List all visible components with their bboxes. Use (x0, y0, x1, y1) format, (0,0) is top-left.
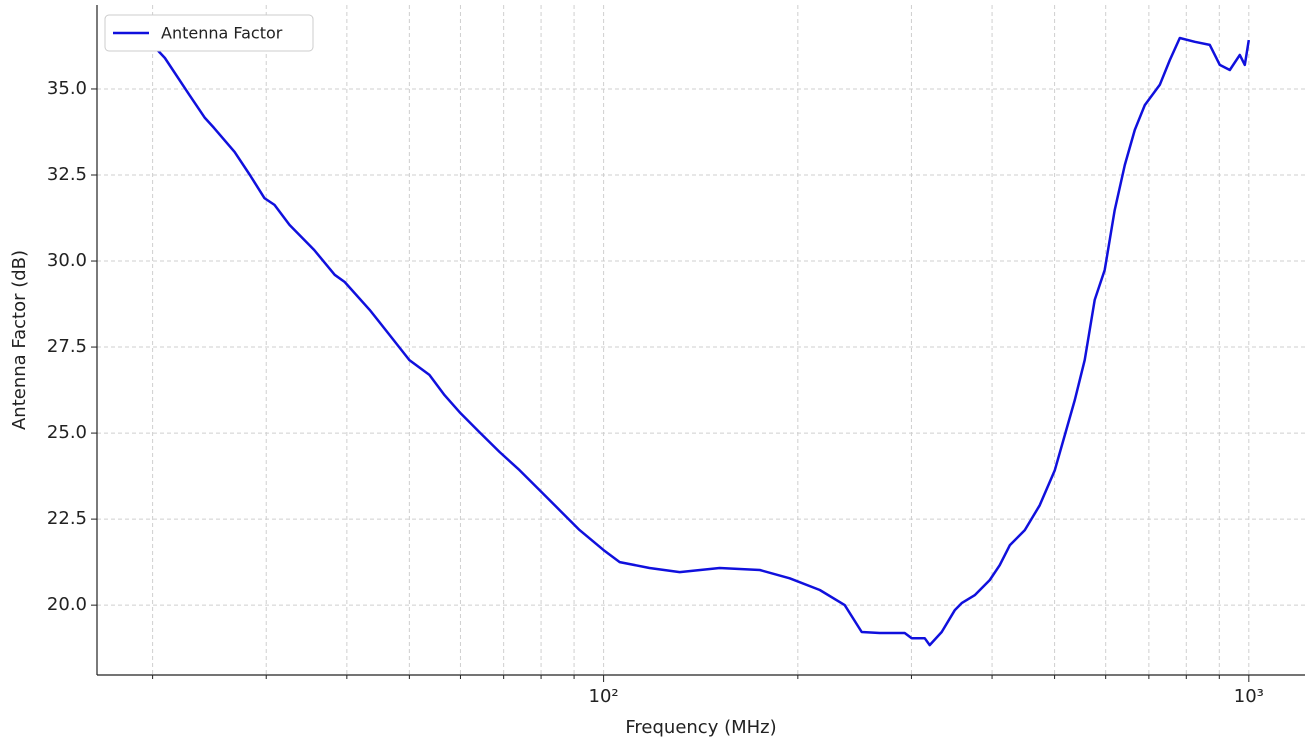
legend-box (104, 14, 314, 52)
y-axis-label: Antenna Factor (dB) (9, 250, 30, 430)
y-tick-label: 22.5 (47, 508, 87, 529)
y-tick-label: 30.0 (47, 250, 87, 271)
y-tick-label: 27.5 (47, 336, 87, 357)
y-tick-label: 20.0 (47, 594, 87, 615)
x-tick-label: 10² (589, 686, 619, 707)
x-axis-label: Frequency (MHz) (625, 717, 776, 738)
legend-label: Antenna Factor (161, 24, 283, 43)
legend: Antenna Factor (104, 14, 314, 52)
y-tick-label: 25.0 (47, 422, 87, 443)
data-line (151, 36, 1251, 647)
y-tick-label: 35.0 (47, 78, 87, 99)
x-tick-label: 10³ (1234, 686, 1264, 707)
y-tick-label: 32.5 (47, 164, 87, 185)
